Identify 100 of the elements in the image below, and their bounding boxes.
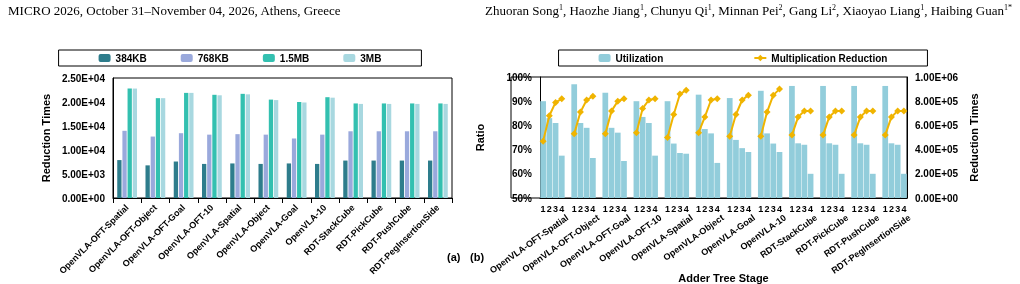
x-tick-label: 4: [559, 203, 565, 214]
bar: [381, 103, 387, 198]
x-tick-label: 2: [546, 203, 552, 214]
bar: [438, 103, 443, 198]
point: [850, 131, 858, 139]
x-tick-label: 1: [789, 203, 795, 214]
x-tick-label: 2: [764, 203, 770, 214]
x-tick-label: 3: [739, 203, 745, 214]
x-tick-label: 4: [808, 203, 814, 214]
y2-tick-label: 0.00E+00: [915, 192, 959, 204]
x-tick-label: 2: [795, 203, 801, 214]
x-tick-label: 4: [590, 203, 596, 214]
y-tick-label: 80%: [511, 119, 533, 131]
point: [856, 113, 864, 121]
bar: [410, 103, 415, 198]
bar: [173, 161, 179, 198]
x-tick-label: 2: [888, 203, 894, 214]
x-tick-label: 1: [540, 203, 546, 214]
point: [838, 107, 846, 115]
point: [869, 107, 877, 115]
point: [707, 96, 715, 104]
x-tick-label: 4: [839, 203, 845, 214]
x-tick-label: 1: [571, 203, 577, 214]
point: [651, 95, 659, 103]
bar: [235, 134, 240, 198]
bar: [217, 95, 222, 198]
bar: [160, 98, 166, 198]
point: [701, 113, 709, 121]
bar: [150, 136, 155, 198]
point: [695, 129, 703, 137]
point: [620, 95, 628, 103]
point: [732, 111, 740, 119]
point: [645, 96, 653, 104]
x-tick-label: 3: [646, 203, 652, 214]
x-tick-label: 4: [652, 203, 658, 214]
bar: [358, 103, 364, 198]
bar: [286, 163, 292, 198]
point: [589, 92, 597, 100]
point: [614, 97, 622, 105]
bar: [325, 97, 330, 198]
y-tick-label: 5.00E+03: [61, 168, 106, 180]
x-tick-label: 3: [677, 203, 683, 214]
y-axis-title: Reduction Times: [39, 93, 52, 183]
x-tick-label: 2: [609, 203, 615, 214]
bar: [117, 160, 122, 198]
legend-label: 1.5MB: [279, 52, 310, 64]
point: [632, 129, 640, 137]
x-tick-label: 4: [870, 203, 876, 214]
point: [608, 107, 616, 115]
x-tick-label: 4: [901, 203, 907, 214]
y-axis-title: Ratio: [473, 123, 486, 152]
point: [744, 91, 752, 99]
y-tick-label: 60%: [511, 168, 533, 180]
x-tick-label: 1: [820, 203, 826, 214]
point: [831, 107, 839, 115]
x-tick-label: 3: [615, 203, 621, 214]
y2-tick-label: 8.00E+05: [915, 95, 959, 107]
legend-label: Utilization: [615, 52, 664, 64]
point: [757, 132, 765, 140]
bar: [433, 131, 438, 198]
point: [800, 107, 808, 115]
point: [738, 96, 746, 104]
x-tick-label: 1: [851, 203, 857, 214]
x-tick-label: 2: [702, 203, 708, 214]
x-tick-label: 3: [864, 203, 870, 214]
bar: [145, 165, 150, 198]
bar: [353, 103, 358, 198]
bar: [330, 97, 335, 198]
bar: [122, 130, 127, 198]
legend-label: 3MB: [360, 52, 382, 64]
bar: [263, 134, 268, 198]
x-tick-label: 3: [832, 203, 838, 214]
bar: [297, 102, 302, 198]
text: (a): [447, 251, 461, 263]
point: [682, 86, 690, 94]
y-tick-label: 2.00E+04: [61, 96, 106, 108]
x-tick-label: 2: [671, 203, 677, 214]
bar: [127, 88, 132, 198]
x-tick-label: 1: [758, 203, 764, 214]
point: [900, 107, 908, 115]
y-tick-label: 100%: [506, 71, 533, 83]
bar: [240, 93, 245, 198]
bar: [273, 100, 279, 198]
x-tick-label: 3: [584, 203, 590, 214]
x-tick-label: 3: [770, 203, 776, 214]
y-tick-label: 1.50E+04: [61, 120, 106, 132]
text: (b): [470, 251, 485, 263]
bar: [212, 94, 217, 198]
x-tick-label: 2: [733, 203, 739, 214]
bar: [399, 160, 405, 198]
bar: [376, 131, 381, 198]
bar: [178, 133, 184, 198]
x-axis-title: Adder Tree Stage: [678, 271, 769, 284]
y2-axis-title: Reduction Times: [968, 93, 981, 182]
y-tick-label: 1.00E+04: [61, 144, 106, 156]
bar: [427, 160, 433, 198]
bar: [230, 163, 235, 198]
x-tick-label: 4: [683, 203, 689, 214]
y2-tick-label: 4.00E+05: [915, 144, 959, 156]
point: [775, 85, 783, 93]
